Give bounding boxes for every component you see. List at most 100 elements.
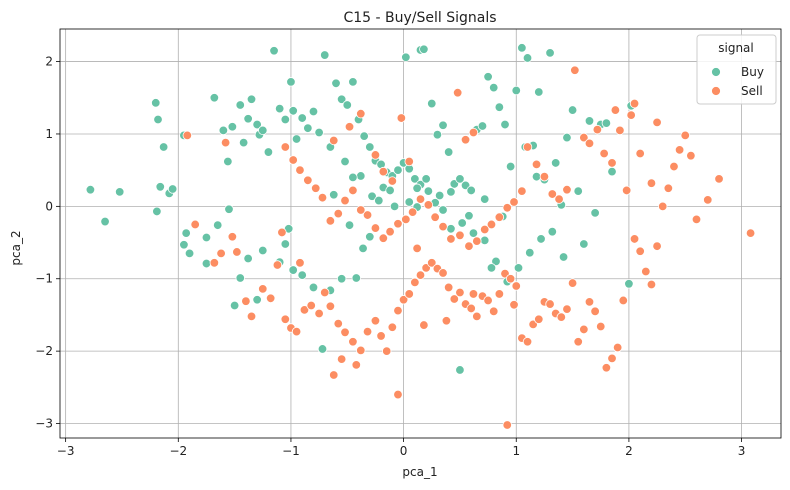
point-sell: [299, 305, 310, 315]
point-sell: [691, 214, 702, 225]
point-buy: [85, 185, 96, 195]
point-buy: [258, 125, 268, 136]
point-buy: [348, 77, 358, 87]
point-buy: [365, 232, 375, 242]
legend-label-buy: Buy: [741, 65, 764, 79]
point-sell: [522, 337, 533, 347]
point-buy: [280, 239, 291, 249]
point-sell: [241, 296, 251, 306]
point-sell: [378, 233, 389, 243]
point-buy: [401, 52, 411, 62]
point-buy: [291, 134, 302, 144]
point-buy: [607, 166, 617, 177]
point-sell: [464, 241, 474, 251]
point-buy: [522, 53, 533, 63]
point-sell: [466, 303, 476, 314]
point-buy: [179, 240, 189, 250]
point-sell: [291, 326, 302, 337]
point-sell: [348, 337, 358, 347]
point-sell: [387, 322, 398, 332]
point-buy: [336, 94, 347, 104]
point-buy: [562, 132, 572, 143]
point-sell: [573, 337, 583, 347]
point-buy: [525, 247, 535, 258]
point-sell: [303, 175, 313, 185]
point-buy: [115, 187, 125, 197]
point-sell: [216, 248, 226, 259]
point-sell: [517, 186, 527, 196]
point-sell: [567, 278, 578, 288]
legend-title: signal: [718, 41, 754, 55]
point-sell: [663, 183, 674, 193]
point-buy: [489, 82, 499, 93]
point-buy: [545, 48, 555, 58]
point-sell: [232, 247, 242, 257]
point-buy: [434, 190, 445, 201]
chart-title: C15 - Buy/Sell Signals: [343, 10, 496, 26]
point-sell: [612, 342, 623, 353]
point-buy: [246, 94, 257, 104]
x-tick-label: −3: [57, 444, 75, 458]
x-tick-label: 3: [738, 444, 746, 458]
y-tick-label: −1: [35, 272, 53, 286]
point-sell: [472, 236, 482, 246]
point-buy: [624, 279, 634, 289]
point-sell: [325, 301, 336, 311]
point-sell: [410, 277, 420, 288]
point-buy: [579, 239, 589, 249]
point-sell: [295, 258, 305, 268]
point-sell: [288, 155, 298, 165]
point-buy: [201, 258, 212, 269]
point-sell: [579, 324, 589, 335]
point-buy: [511, 85, 521, 96]
point-sell: [280, 142, 291, 152]
point-sell: [277, 227, 287, 238]
point-buy: [446, 187, 456, 197]
point-sell: [393, 219, 403, 229]
point-buy: [421, 174, 431, 184]
point-buy: [356, 171, 366, 181]
point-sell: [674, 145, 685, 155]
point-sell: [714, 174, 724, 184]
point-buy: [455, 174, 465, 184]
point-sell: [646, 178, 657, 188]
point-sell: [370, 150, 381, 160]
point-sell: [646, 279, 657, 290]
point-buy: [269, 46, 279, 56]
point-buy: [423, 186, 434, 196]
y-tick-label: −3: [35, 417, 53, 431]
point-buy: [438, 120, 448, 130]
point-sell: [460, 135, 471, 145]
point-buy: [457, 218, 467, 228]
point-sell: [669, 161, 679, 172]
point-buy: [235, 273, 245, 283]
point-sell: [404, 289, 414, 299]
point-buy: [389, 201, 400, 212]
point-buy: [329, 190, 339, 200]
point-sell: [370, 223, 381, 233]
point-sell: [615, 125, 625, 136]
point-buy: [151, 98, 161, 108]
point-sell: [502, 420, 512, 430]
point-buy: [412, 183, 422, 193]
point-sell: [556, 312, 567, 322]
point-sell: [601, 363, 612, 373]
point-buy: [432, 129, 443, 140]
point-sell: [534, 314, 544, 324]
point-sell: [658, 201, 668, 212]
point-buy: [468, 228, 479, 238]
point-sell: [680, 130, 690, 141]
point-sell: [547, 189, 558, 199]
point-buy: [348, 172, 358, 183]
point-buy: [153, 114, 163, 125]
point-sell: [333, 318, 343, 329]
point-buy: [252, 295, 262, 305]
point-sell: [370, 316, 381, 326]
point-sell: [505, 274, 516, 284]
point-sell: [629, 234, 640, 244]
point-sell: [579, 132, 589, 143]
point-sell: [745, 228, 756, 238]
point-sell: [635, 246, 645, 256]
point-sell: [182, 130, 193, 141]
point-sell: [333, 208, 343, 219]
